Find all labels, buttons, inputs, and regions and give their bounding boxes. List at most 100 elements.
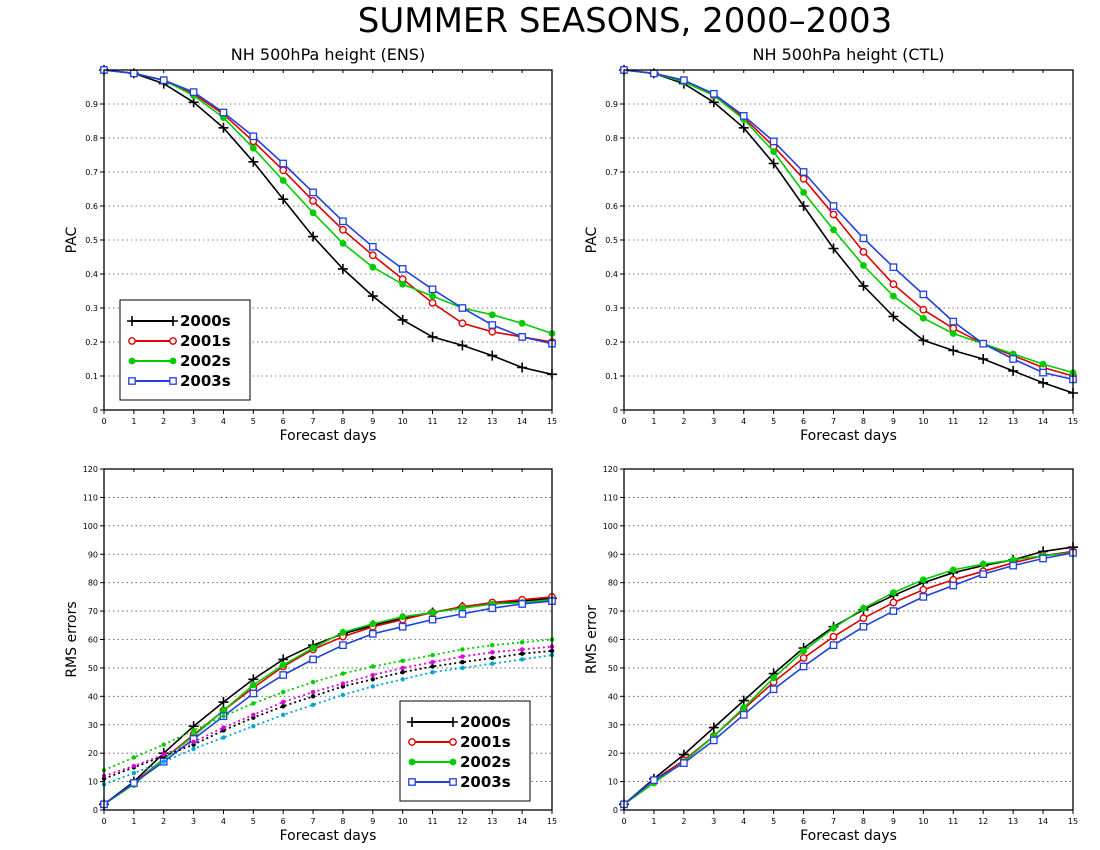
data-point bbox=[429, 609, 436, 616]
legend-label: 2001s bbox=[460, 733, 511, 751]
data-point bbox=[829, 632, 838, 641]
data-point bbox=[370, 677, 375, 682]
x-tick-label: 13 bbox=[487, 417, 497, 426]
data-point bbox=[400, 658, 405, 664]
x-tick-label: 3 bbox=[711, 817, 716, 826]
x-tick-label: 7 bbox=[311, 417, 316, 426]
data-point bbox=[1008, 365, 1019, 376]
data-point bbox=[800, 647, 807, 655]
data-point bbox=[948, 345, 959, 356]
data-point bbox=[740, 704, 748, 712]
y-tick-label: 50 bbox=[88, 664, 98, 673]
data-point bbox=[249, 132, 258, 141]
x-tick-label: 4 bbox=[741, 417, 746, 426]
x-tick-label: 1 bbox=[651, 817, 656, 826]
y-tick-label: 0.3 bbox=[85, 304, 98, 313]
data-point bbox=[161, 752, 166, 757]
data-point bbox=[130, 69, 138, 78]
plot-frame bbox=[103, 69, 553, 411]
data-point bbox=[518, 600, 526, 608]
data-point bbox=[519, 640, 525, 645]
data-point bbox=[309, 655, 317, 664]
data-point bbox=[429, 292, 436, 300]
y-tick-label: 50 bbox=[608, 664, 618, 673]
y-tick-label: 0.6 bbox=[85, 202, 98, 211]
data-point bbox=[370, 664, 375, 669]
data-point bbox=[889, 598, 898, 607]
data-point bbox=[798, 201, 809, 211]
legend-marker bbox=[128, 377, 136, 385]
y-tick-label: 80 bbox=[88, 579, 98, 588]
y-tick-label: 40 bbox=[608, 692, 618, 701]
y-tick-label: 0.2 bbox=[605, 338, 618, 347]
data-point bbox=[770, 674, 778, 682]
x-tick-label: 9 bbox=[370, 417, 375, 426]
data-point bbox=[279, 159, 288, 168]
legend-marker bbox=[169, 357, 177, 365]
data-point bbox=[281, 699, 286, 705]
y-tick-label: 10 bbox=[88, 778, 98, 787]
series-line bbox=[623, 69, 1074, 374]
data-point bbox=[279, 661, 287, 669]
series-2000s bbox=[619, 542, 1078, 810]
data-point bbox=[1009, 355, 1017, 363]
x-tick-label: 1 bbox=[131, 417, 136, 426]
x-tick-label: 14 bbox=[517, 417, 527, 426]
data-point bbox=[188, 97, 199, 108]
data-point bbox=[368, 251, 377, 260]
data-point bbox=[490, 650, 495, 655]
x-tick-label: 13 bbox=[1008, 417, 1018, 426]
data-point bbox=[1009, 556, 1017, 564]
legend-marker bbox=[408, 778, 416, 786]
y-tick-label: 110 bbox=[83, 493, 98, 502]
data-point bbox=[369, 263, 377, 271]
y-tick-label: 70 bbox=[608, 607, 618, 616]
x-tick-label: 2 bbox=[161, 417, 166, 426]
data-point bbox=[249, 681, 257, 689]
x-tick-label: 11 bbox=[948, 417, 958, 426]
x-tick-label: 8 bbox=[861, 817, 866, 826]
x-tick-label: 0 bbox=[101, 417, 106, 426]
x-tick-label: 7 bbox=[831, 817, 836, 826]
y-tick-label: 0.1 bbox=[85, 372, 98, 381]
data-point bbox=[131, 763, 137, 769]
data-point bbox=[279, 166, 288, 175]
data-point bbox=[519, 647, 525, 652]
legend-marker bbox=[449, 738, 457, 746]
data-point bbox=[397, 314, 408, 325]
data-point bbox=[519, 657, 525, 662]
y-tick-label: 0.8 bbox=[85, 134, 98, 143]
data-point bbox=[829, 202, 838, 210]
data-point bbox=[487, 350, 498, 361]
x-axis-label: Forecast days bbox=[280, 828, 377, 844]
data-point bbox=[430, 664, 435, 669]
x-tick-label: 8 bbox=[340, 817, 345, 826]
data-point bbox=[518, 319, 526, 327]
y-axis-label: RMS error bbox=[584, 605, 600, 674]
data-point bbox=[490, 642, 495, 648]
x-tick-label: 8 bbox=[340, 417, 345, 426]
legend-marker bbox=[169, 377, 177, 385]
data-point bbox=[430, 669, 435, 675]
data-point bbox=[340, 681, 346, 686]
plot-frame bbox=[623, 468, 1074, 811]
data-point bbox=[251, 723, 256, 729]
legend-label: 2002s bbox=[180, 352, 231, 370]
x-tick-label: 9 bbox=[891, 817, 896, 826]
y-tick-label: 0 bbox=[93, 806, 98, 815]
data-point bbox=[131, 770, 137, 776]
x-tick-label: 10 bbox=[398, 417, 408, 426]
data-point bbox=[460, 660, 465, 665]
x-tick-label: 6 bbox=[801, 417, 806, 426]
data-point bbox=[340, 692, 346, 698]
y-tick-label: 0 bbox=[613, 406, 618, 415]
data-point bbox=[830, 624, 837, 632]
data-point bbox=[889, 607, 898, 615]
y-tick-label: 0 bbox=[93, 406, 98, 415]
data-point bbox=[979, 570, 988, 578]
data-point bbox=[1038, 377, 1049, 388]
data-point bbox=[370, 672, 375, 678]
legend-marker bbox=[128, 337, 136, 345]
data-point bbox=[490, 655, 495, 661]
x-tick-label: 12 bbox=[457, 817, 467, 826]
